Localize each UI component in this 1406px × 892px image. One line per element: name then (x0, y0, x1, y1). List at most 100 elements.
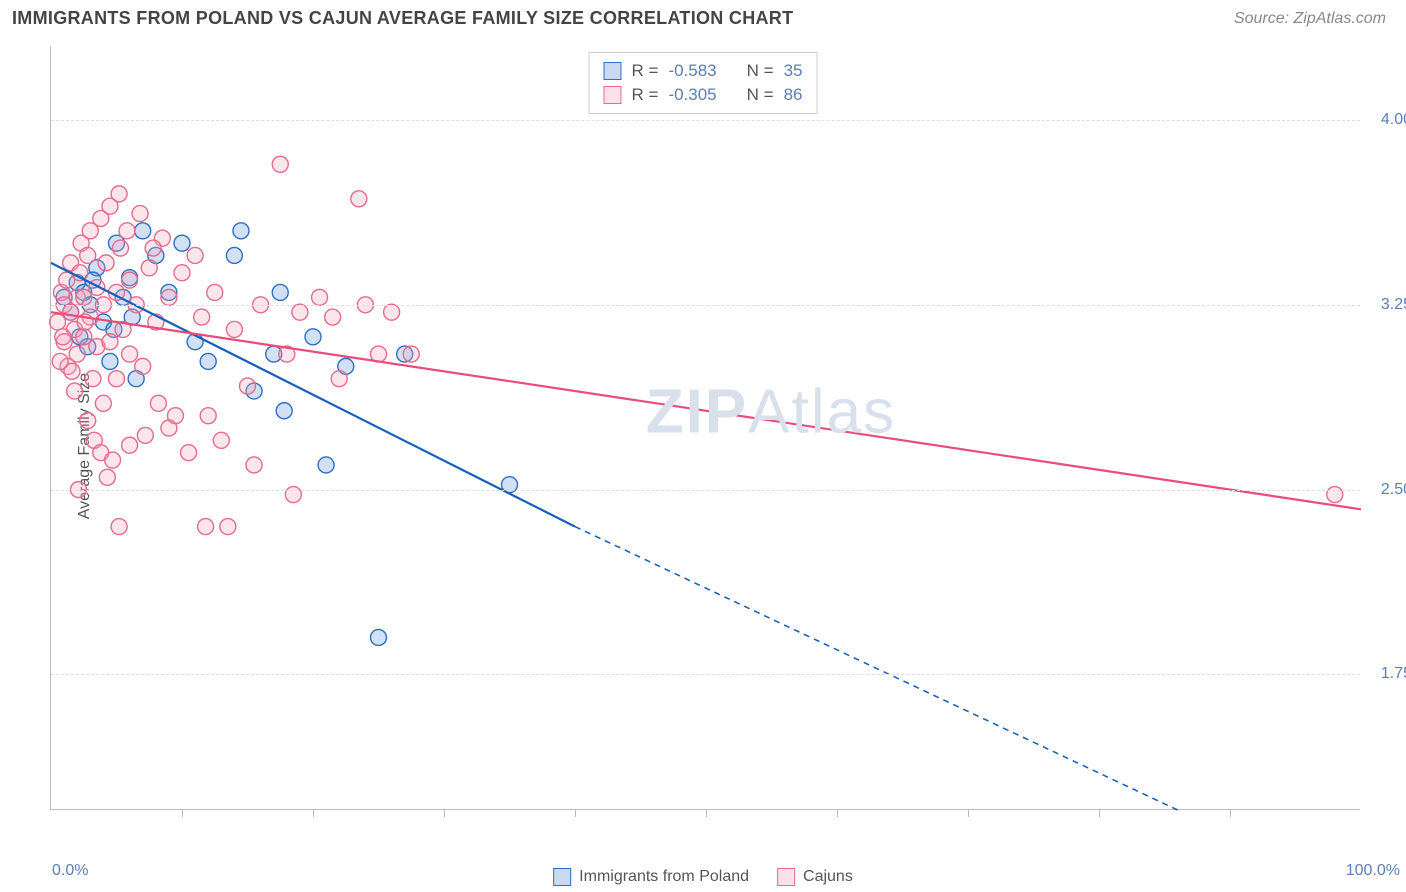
regression-extrap-poland (575, 527, 1178, 810)
scatter-point-cajuns (312, 289, 328, 305)
x-tick (968, 809, 969, 817)
scatter-point-cajuns (99, 469, 115, 485)
scatter-point-cajuns (52, 353, 68, 369)
y-tick-label: 1.75 (1381, 665, 1406, 683)
x-tick (575, 809, 576, 817)
scatter-point-cajuns (105, 452, 121, 468)
scatter-point-poland (371, 629, 387, 645)
scatter-point-cajuns (109, 371, 125, 387)
scatter-point-cajuns (213, 432, 229, 448)
scatter-point-poland (102, 353, 118, 369)
scatter-point-cajuns (194, 309, 210, 325)
scatter-point-cajuns (331, 371, 347, 387)
scatter-point-cajuns (167, 408, 183, 424)
scatter-point-cajuns (200, 408, 216, 424)
grid-line (51, 490, 1360, 491)
legend-item-cajuns: Cajuns (777, 868, 853, 886)
scatter-point-cajuns (150, 395, 166, 411)
scatter-point-cajuns (119, 223, 135, 239)
scatter-point-cajuns (80, 413, 96, 429)
scatter-point-cajuns (98, 255, 114, 271)
y-tick-label: 4.00 (1381, 111, 1406, 129)
legend-r-value: -0.583 (668, 61, 716, 81)
scatter-point-cajuns (69, 346, 85, 362)
x-tick (837, 809, 838, 817)
grid-line (51, 120, 1360, 121)
grid-line (51, 674, 1360, 675)
scatter-point-cajuns (122, 272, 138, 288)
scatter-point-cajuns (226, 321, 242, 337)
scatter-point-cajuns (67, 383, 83, 399)
x-tick (444, 809, 445, 817)
scatter-point-poland (135, 223, 151, 239)
legend-n-value: 35 (784, 61, 803, 81)
scatter-point-cajuns (384, 304, 400, 320)
legend-stats-row-cajuns: R = -0.305 N = 86 (604, 83, 803, 107)
legend-r-label: R = (632, 85, 659, 105)
scatter-point-cajuns (174, 265, 190, 281)
scatter-point-poland (200, 353, 216, 369)
scatter-point-poland (272, 284, 288, 300)
legend-stats-row-poland: R = -0.583 N = 35 (604, 59, 803, 83)
legend-r-label: R = (632, 61, 659, 81)
scatter-point-poland (174, 235, 190, 251)
scatter-point-cajuns (132, 206, 148, 222)
x-tick (1230, 809, 1231, 817)
legend-n-label: N = (747, 61, 774, 81)
scatter-point-cajuns (55, 329, 71, 345)
scatter-point-cajuns (122, 346, 138, 362)
scatter-point-poland (318, 457, 334, 473)
scatter-plot-svg (51, 46, 1360, 809)
scatter-point-poland (233, 223, 249, 239)
chart-title: IMMIGRANTS FROM POLAND VS CAJUN AVERAGE … (12, 8, 793, 29)
scatter-point-cajuns (207, 284, 223, 300)
scatter-point-cajuns (272, 156, 288, 172)
scatter-point-cajuns (80, 247, 96, 263)
legend-stats: R = -0.583 N = 35 R = -0.305 N = 86 (589, 52, 818, 114)
swatch-icon (553, 868, 571, 886)
scatter-point-poland (226, 247, 242, 263)
swatch-icon (777, 868, 795, 886)
scatter-point-cajuns (122, 437, 138, 453)
legend-series: Immigrants from Poland Cajuns (553, 868, 853, 886)
scatter-point-cajuns (137, 427, 153, 443)
x-tick (1099, 809, 1100, 817)
scatter-point-cajuns (111, 186, 127, 202)
scatter-point-poland (305, 329, 321, 345)
legend-item-label: Immigrants from Poland (579, 868, 749, 886)
regression-line-cajuns (51, 312, 1361, 509)
x-axis-max-label: 100.0% (1346, 862, 1400, 880)
scatter-point-cajuns (161, 289, 177, 305)
scatter-point-cajuns (181, 445, 197, 461)
legend-item-poland: Immigrants from Poland (553, 868, 749, 886)
x-tick (706, 809, 707, 817)
y-tick-label: 2.50 (1381, 481, 1406, 499)
scatter-point-cajuns (95, 395, 111, 411)
legend-n-label: N = (747, 85, 774, 105)
scatter-point-cajuns (246, 457, 262, 473)
scatter-point-cajuns (141, 260, 157, 276)
scatter-point-cajuns (145, 240, 161, 256)
scatter-point-cajuns (112, 240, 128, 256)
scatter-point-cajuns (240, 378, 256, 394)
scatter-point-cajuns (325, 309, 341, 325)
x-tick (182, 809, 183, 817)
scatter-point-cajuns (198, 519, 214, 535)
scatter-point-cajuns (187, 247, 203, 263)
x-tick (313, 809, 314, 817)
scatter-point-cajuns (135, 358, 151, 374)
legend-r-value: -0.305 (668, 85, 716, 105)
x-axis-min-label: 0.0% (52, 862, 88, 880)
y-tick-label: 3.25 (1381, 296, 1406, 314)
scatter-point-cajuns (403, 346, 419, 362)
chart-area: ZIPAtlas 1.752.503.254.00 (50, 46, 1360, 810)
scatter-point-cajuns (220, 519, 236, 535)
swatch-icon (604, 86, 622, 104)
legend-n-value: 86 (784, 85, 803, 105)
swatch-icon (604, 62, 622, 80)
legend-item-label: Cajuns (803, 868, 853, 886)
source-credit: Source: ZipAtlas.com (1234, 10, 1386, 28)
scatter-point-cajuns (85, 371, 101, 387)
scatter-point-cajuns (63, 304, 79, 320)
scatter-point-cajuns (292, 304, 308, 320)
